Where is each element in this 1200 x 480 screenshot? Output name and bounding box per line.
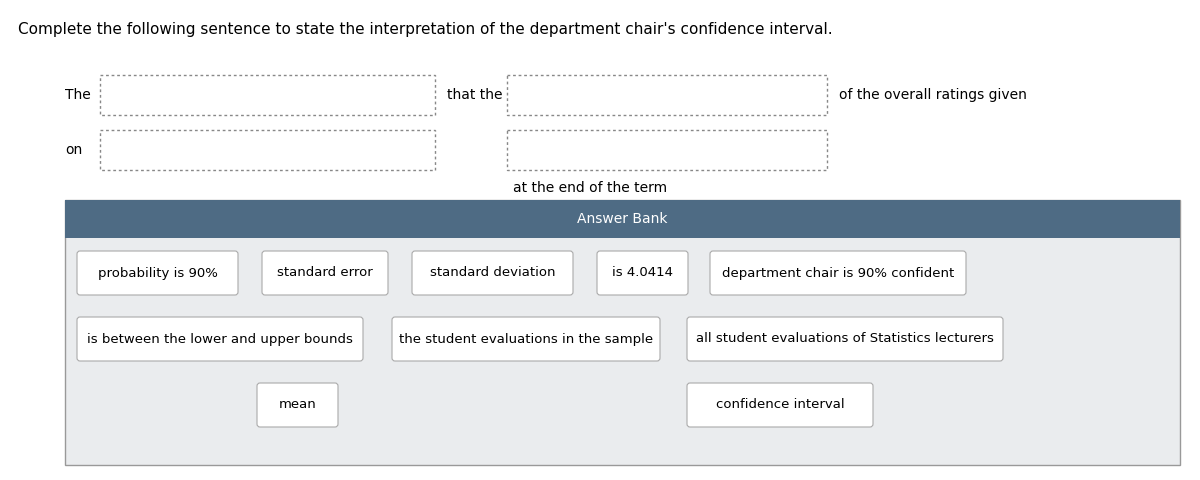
FancyBboxPatch shape	[77, 251, 238, 295]
Text: probability is 90%: probability is 90%	[97, 266, 217, 279]
Text: department chair is 90% confident: department chair is 90% confident	[722, 266, 954, 279]
Text: Answer Bank: Answer Bank	[577, 212, 667, 226]
Text: is 4.0414: is 4.0414	[612, 266, 673, 279]
FancyBboxPatch shape	[598, 251, 688, 295]
FancyBboxPatch shape	[257, 383, 338, 427]
FancyBboxPatch shape	[392, 317, 660, 361]
Text: mean: mean	[278, 398, 317, 411]
Text: is between the lower and upper bounds: is between the lower and upper bounds	[88, 333, 353, 346]
Text: standard deviation: standard deviation	[430, 266, 556, 279]
FancyBboxPatch shape	[412, 251, 574, 295]
Text: the student evaluations in the sample: the student evaluations in the sample	[398, 333, 653, 346]
Text: that the: that the	[446, 88, 503, 102]
Text: all student evaluations of Statistics lecturers: all student evaluations of Statistics le…	[696, 333, 994, 346]
Text: at the end of the term: at the end of the term	[512, 181, 667, 195]
FancyBboxPatch shape	[262, 251, 388, 295]
FancyBboxPatch shape	[710, 251, 966, 295]
Text: standard error: standard error	[277, 266, 373, 279]
FancyBboxPatch shape	[686, 383, 874, 427]
FancyBboxPatch shape	[65, 200, 1180, 238]
Text: confidence interval: confidence interval	[715, 398, 845, 411]
Text: The: The	[65, 88, 91, 102]
FancyBboxPatch shape	[686, 317, 1003, 361]
Text: of the overall ratings given: of the overall ratings given	[839, 88, 1027, 102]
FancyBboxPatch shape	[77, 317, 364, 361]
Text: Complete the following sentence to state the interpretation of the department ch: Complete the following sentence to state…	[18, 22, 833, 37]
FancyBboxPatch shape	[65, 200, 1180, 465]
Text: on: on	[65, 143, 83, 157]
